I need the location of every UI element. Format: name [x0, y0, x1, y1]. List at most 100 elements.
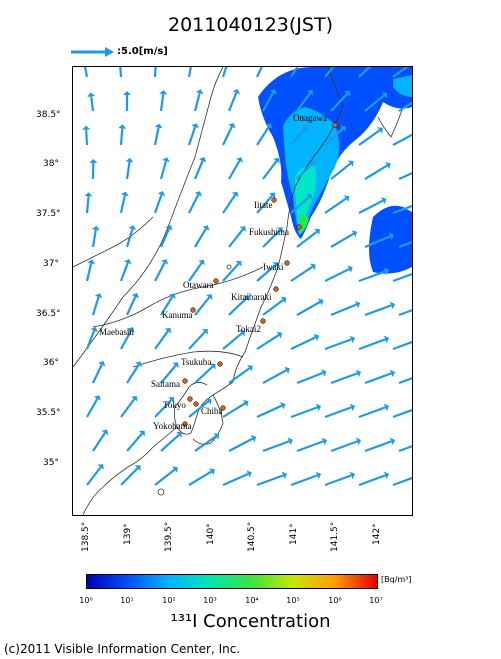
- wind-arrow: [262, 369, 287, 384]
- wind-arrow: [296, 371, 324, 385]
- wind-arrow: [398, 101, 412, 112]
- wind-arrow: [358, 67, 372, 78]
- wind-arrow: [160, 433, 180, 452]
- wind-arrowhead: [165, 225, 173, 231]
- wind-arrow: [364, 440, 392, 453]
- wind-arrow: [364, 304, 392, 317]
- wind-arrow: [120, 330, 132, 350]
- wind-arrow: [296, 92, 311, 112]
- city-marker: [182, 378, 188, 384]
- wind-arrowhead: [127, 327, 135, 333]
- lon-label: 141°: [289, 523, 299, 545]
- wind-arrow: [392, 272, 412, 283]
- wind-arrowhead: [343, 195, 350, 202]
- wind-arrow: [154, 262, 166, 282]
- wind-arrow: [290, 474, 318, 487]
- wind-arrowhead: [389, 301, 396, 310]
- wind-arrow: [91, 229, 97, 248]
- wind-arrowhead: [306, 193, 313, 200]
- wind-arrow: [296, 230, 318, 248]
- lon-label: 139°: [123, 523, 133, 545]
- wind-arrow: [86, 398, 99, 418]
- wind-arrowhead: [87, 259, 96, 265]
- wind-arrow: [125, 161, 131, 180]
- wind-arrowhead: [161, 259, 169, 265]
- wind-arrowhead: [205, 398, 212, 405]
- lat-label: 35°: [43, 458, 59, 468]
- wind-arrow: [159, 160, 168, 180]
- wind-arrowhead: [265, 123, 273, 130]
- wind-arrow: [125, 296, 137, 316]
- wind-arrow: [358, 129, 381, 146]
- wind-arrowhead: [124, 259, 132, 265]
- wind-arrowhead: [377, 127, 383, 134]
- wind-arrowhead: [389, 437, 396, 446]
- wind-arrow: [154, 399, 173, 418]
- wind-arrowhead: [302, 124, 309, 131]
- wind-arrowhead: [351, 230, 358, 238]
- wind-arrow: [120, 467, 139, 486]
- wind-arrowhead: [355, 300, 361, 309]
- lon-label: 141.5°: [330, 521, 340, 552]
- city-marker: [260, 318, 266, 324]
- wind-arrow: [262, 92, 275, 112]
- wind-arrow: [256, 474, 284, 487]
- wind-arrow: [358, 199, 384, 214]
- wind-arrow: [120, 398, 136, 418]
- wind-arrowhead: [123, 91, 132, 96]
- wind-arrow: [290, 336, 316, 350]
- lat-label: 37.5°: [36, 209, 61, 219]
- wind-arrow: [90, 96, 95, 112]
- wind-arrowhead: [154, 123, 163, 129]
- colorbar-tick: 10⁷: [369, 596, 383, 605]
- wind-arrow: [262, 229, 281, 248]
- wind-arrow: [154, 330, 169, 350]
- map-panel: Onagawa Iitate Fukushima Iwaki Otawara K…: [72, 66, 413, 516]
- wind-arrow: [119, 67, 123, 78]
- wind-arrow: [119, 195, 126, 214]
- city-marker: [296, 224, 302, 230]
- wind-arrowhead: [355, 437, 362, 446]
- city-label: Onagawa: [293, 113, 327, 123]
- lon-label: 140.5°: [247, 521, 257, 552]
- wind-arrowhead: [90, 327, 98, 333]
- wind-arrow: [126, 364, 140, 384]
- wind-arrow: [85, 263, 93, 282]
- wind-arrowhead: [89, 158, 98, 163]
- wind-arrow: [159, 93, 165, 112]
- wind-arrowhead: [383, 335, 390, 344]
- city-label: Iitate: [254, 200, 273, 210]
- wind-arrow: [92, 364, 103, 384]
- wind-scale-label: :5.0[m/s]: [117, 46, 168, 57]
- wind-arrow: [222, 332, 243, 350]
- wind-arrowhead: [131, 293, 139, 299]
- city-marker: [284, 260, 290, 266]
- wind-arrow: [324, 268, 350, 282]
- wind-arrowhead: [198, 157, 207, 163]
- wind-arrow: [91, 296, 100, 316]
- wind-arrowhead: [176, 431, 182, 438]
- wind-arrow: [358, 406, 386, 419]
- wind-arrow: [262, 299, 284, 316]
- wind-arrow: [330, 372, 358, 385]
- wind-arrow: [398, 309, 412, 317]
- wind-arrowhead: [385, 162, 391, 169]
- wind-arrowhead: [287, 437, 293, 445]
- wind-arrowhead: [310, 159, 317, 165]
- wind-arrowhead: [273, 158, 280, 164]
- wind-arrow: [188, 331, 206, 350]
- city-label: Otawara: [183, 280, 214, 290]
- lon-label: 139.5°: [164, 521, 174, 552]
- city-marker: [220, 405, 226, 411]
- wind-arrow: [290, 196, 310, 214]
- wind-arrowhead: [202, 225, 210, 231]
- lat-label: 38°: [43, 159, 59, 169]
- wind-arrow: [153, 194, 163, 214]
- wind-arrowhead: [276, 331, 283, 339]
- wind-arrow: [228, 297, 247, 316]
- wind-arrow: [86, 466, 102, 486]
- wind-arrowhead: [383, 471, 390, 480]
- city-label: Fukushima: [249, 227, 290, 237]
- colorbar-tick: 10¹: [120, 596, 134, 605]
- wind-arrowhead: [315, 471, 322, 480]
